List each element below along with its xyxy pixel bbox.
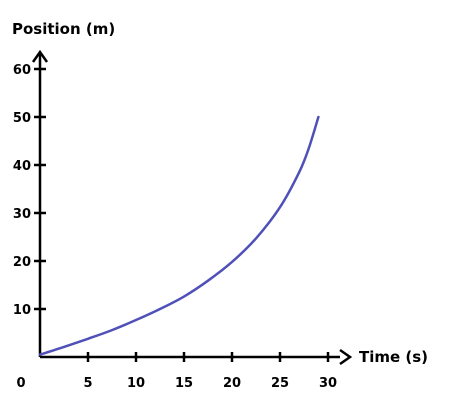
series [38, 115, 320, 356]
x-tick-label-15: 15 [175, 376, 193, 391]
y-tick-label-10: 10 [13, 303, 31, 318]
x-tick-label-0: 0 [16, 376, 25, 391]
y-axis-arrowhead [31, 49, 49, 63]
x-tick-label-10: 10 [127, 376, 145, 391]
x-axis-title: Time (s) [359, 348, 428, 366]
x-tick-label-5: 5 [83, 376, 92, 391]
x-tick-label-30: 30 [319, 376, 337, 391]
x-axis-arrowhead [339, 348, 353, 366]
y-tick-label-40: 40 [13, 159, 31, 174]
y-tick-label-50: 50 [13, 111, 31, 126]
x-tick-label-20: 20 [223, 376, 241, 391]
x-ticks: 0 5 10 15 20 25 30 [16, 352, 337, 391]
y-axis-title: Position (m) [12, 20, 115, 38]
x-tick-label-25: 25 [271, 376, 289, 391]
x-axis: Time (s) [40, 348, 428, 366]
y-axis: Position (m) [12, 20, 115, 357]
y-tick-label-30: 30 [13, 207, 31, 222]
series-line-0 [38, 115, 320, 356]
y-tick-label-60: 60 [13, 63, 31, 78]
y-tick-label-20: 20 [13, 255, 31, 270]
y-ticks: 10 20 30 40 50 60 [13, 63, 46, 318]
